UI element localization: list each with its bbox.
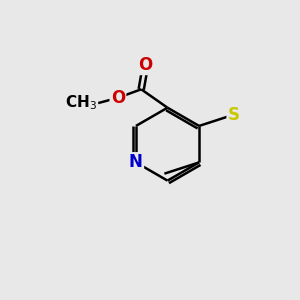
Text: S: S — [228, 106, 240, 124]
Text: CH$_3$: CH$_3$ — [65, 94, 97, 112]
Text: O: O — [111, 89, 125, 107]
Text: O: O — [138, 56, 153, 74]
Text: N: N — [129, 153, 143, 171]
